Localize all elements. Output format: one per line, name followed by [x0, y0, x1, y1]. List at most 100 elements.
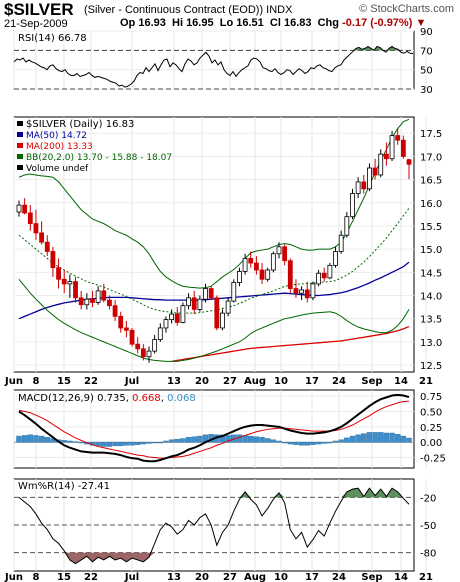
xaxis-label-bottom: Jun: [4, 572, 23, 582]
macd-histogram-bar: [383, 432, 390, 443]
candle-body: [56, 267, 61, 280]
xaxis-label-bottom: Sep: [361, 572, 382, 582]
candle: [361, 174, 367, 194]
candle: [367, 163, 372, 192]
candle: [389, 130, 395, 162]
xaxis-label-price: 17: [305, 376, 319, 387]
candle: [350, 188, 355, 219]
bb-legend: BB(20,2.0) 13.70 - 15.88 - 18.07: [26, 153, 172, 163]
candle-body: [321, 272, 327, 279]
xaxis-label-bottom: 22: [84, 572, 98, 582]
candle-body: [400, 139, 406, 157]
rsi-line: [13, 45, 414, 88]
rsi-tick-label: 90: [420, 27, 433, 38]
ma200-legend: MA(200) 13.33: [26, 142, 93, 152]
ohlc-readout: Op 16.93 Hi 16.95 Lo 16.51 Cl 16.83 Chg …: [120, 17, 426, 29]
close-value: 16.83: [283, 17, 312, 29]
macd-histogram-bar: [123, 442, 130, 446]
macd-histogram-bar: [276, 440, 282, 443]
rsi-tick-label: 70: [420, 46, 433, 57]
candle: [27, 205, 33, 231]
price-tick-label: 13.0: [420, 338, 442, 349]
candle-body: [33, 223, 39, 234]
candle-body: [208, 288, 214, 299]
candle-body: [135, 343, 141, 350]
rsi-tick-label: 30: [420, 85, 433, 96]
candle: [220, 309, 225, 331]
open-value: 16.93: [138, 17, 166, 29]
candle-body: [123, 327, 129, 331]
macd-histogram-bar: [394, 434, 401, 443]
candle-body: [265, 269, 271, 280]
macd-histogram-bar: [174, 438, 180, 443]
candle: [344, 212, 350, 238]
xaxis-label-bottom: 21: [419, 572, 433, 582]
candle: [16, 200, 22, 217]
candle: [293, 279, 299, 298]
candle-body: [316, 272, 321, 285]
candle-body: [304, 289, 310, 299]
low-label: Lo: [219, 17, 234, 29]
candle: [174, 307, 180, 326]
macd-histogram-bar: [338, 439, 344, 443]
candle: [214, 295, 220, 331]
macd-histogram-bar: [129, 442, 135, 446]
price-tick-label: 15.0: [420, 245, 442, 256]
macd-histogram-bar: [118, 442, 124, 447]
xaxis-label-price: Sep: [361, 376, 382, 387]
candle: [276, 242, 282, 259]
symbol-title: $SILVER: [4, 0, 74, 19]
macd-histogram-bar: [16, 435, 22, 443]
rsi-overbought-fill: [14, 46, 413, 51]
candle-body: [174, 313, 180, 323]
candle-body: [225, 300, 231, 314]
candle-body: [259, 269, 265, 280]
macd-histogram-bar: [372, 432, 378, 443]
candle: [253, 256, 259, 275]
candle-body: [214, 297, 220, 329]
candle: [270, 251, 276, 273]
xaxis-label-price: 14: [394, 376, 408, 387]
candle: [73, 276, 78, 303]
candle: [107, 295, 112, 310]
macd-histogram-bar: [310, 442, 316, 445]
candle-body: [146, 350, 152, 358]
macd-histogram-bar: [38, 435, 45, 443]
candle: [186, 293, 191, 310]
candle-body: [157, 327, 163, 340]
candle-body: [50, 251, 56, 269]
chart-date: 21-Sep-2009: [4, 18, 68, 30]
candle-body: [220, 312, 225, 329]
candle: [299, 286, 305, 301]
volume-legend: Volume undef: [26, 164, 89, 174]
xaxis-label-bottom: 27: [223, 572, 237, 582]
candle: [383, 142, 389, 166]
candle-body: [372, 167, 378, 176]
candle-body: [67, 281, 73, 285]
macd-histogram-bar: [225, 435, 231, 443]
macd-histogram-bar: [95, 442, 101, 447]
candle: [231, 279, 237, 303]
macd-histogram-bar: [259, 437, 265, 443]
candle: [333, 246, 338, 268]
candle-body: [355, 181, 361, 194]
macd-histogram-bar: [287, 442, 294, 445]
macd-histogram-bar: [185, 437, 192, 443]
price-tick-label: 13.5: [420, 315, 442, 326]
ma200-line: [171, 325, 410, 362]
xaxis-label-bottom: 8: [33, 572, 40, 582]
xaxis-label-bottom: 14: [394, 572, 408, 582]
macd-histogram-bar: [349, 435, 356, 443]
stockcharts-credit[interactable]: © StockCharts.com: [359, 3, 454, 15]
candle-body: [282, 246, 288, 262]
bb-lower-line: [18, 278, 410, 362]
candle: [140, 344, 146, 361]
candle: [304, 281, 310, 303]
change-value: -0.17 (-0.97%): [342, 17, 413, 29]
xaxis-label-bottom: 17: [305, 572, 319, 582]
macd-legend: MACD(12,26,9) 0.735, 0.668, 0.068: [18, 393, 196, 404]
willr-legend: Wm%R(14) -27.41: [18, 481, 110, 492]
macd-histogram-bar: [315, 442, 322, 445]
macd-histogram-bar: [180, 438, 186, 443]
